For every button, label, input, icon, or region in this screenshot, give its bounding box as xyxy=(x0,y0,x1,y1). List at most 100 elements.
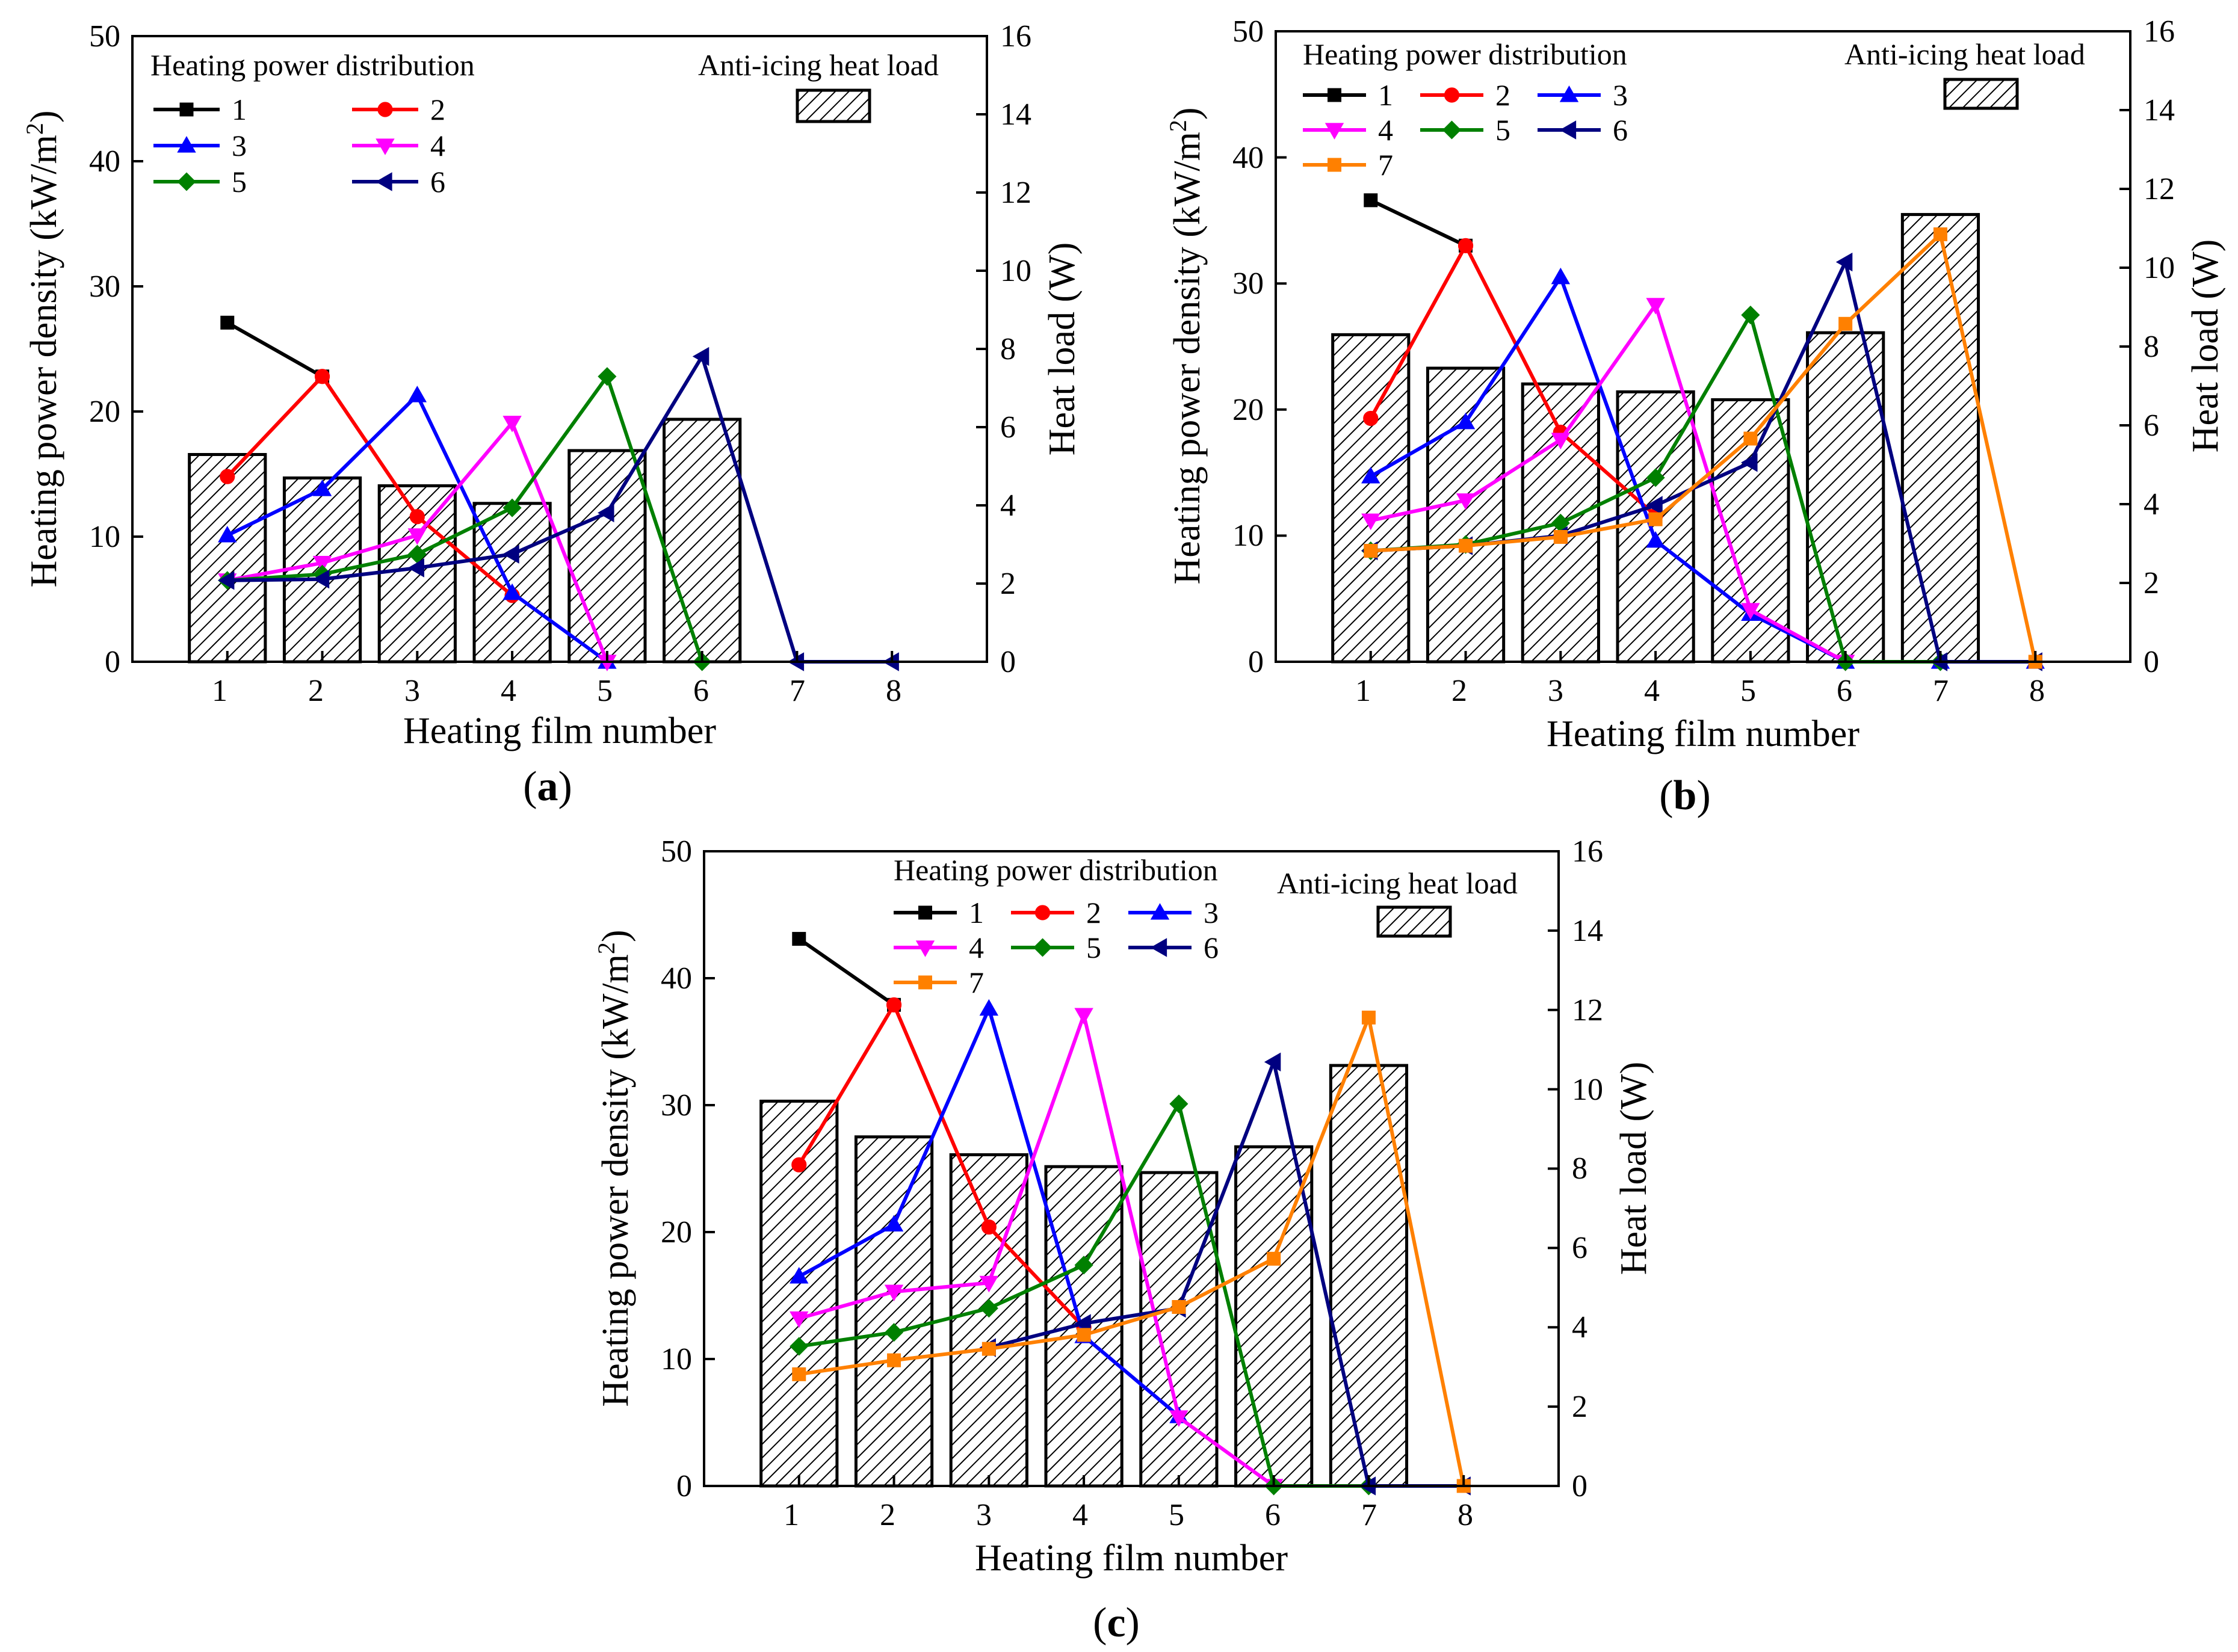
x-tick-label: 1 xyxy=(1355,674,1371,708)
x-tick-label: 1 xyxy=(212,674,227,708)
series-6-point xyxy=(502,544,519,564)
series-7-point xyxy=(1172,1299,1186,1314)
y2-tick-label: 4 xyxy=(2144,487,2159,522)
panel-label-letter: a xyxy=(537,763,558,810)
series-7-point xyxy=(1361,1010,1376,1025)
series-2-point xyxy=(981,1219,997,1235)
y2-tick-label: 8 xyxy=(1572,1151,1587,1186)
series-2-point xyxy=(220,469,235,484)
legend-label-2: 2 xyxy=(1086,896,1101,929)
y-axis-title: Heating power density (kW/m2) xyxy=(1164,107,1208,584)
x-axis-title: Heating film number xyxy=(1547,714,1859,754)
legend-label-6: 6 xyxy=(1613,113,1628,147)
bar-legend-label: Anti-icing heat load xyxy=(698,48,939,82)
legend-marker-6 xyxy=(1150,938,1167,957)
x-tick-label: 3 xyxy=(404,674,420,708)
series-5-point xyxy=(1646,468,1665,487)
y-axis-title-main: Heating power density (kW/m xyxy=(23,135,64,587)
series-5-point xyxy=(598,367,617,386)
series-4-point xyxy=(979,1275,999,1293)
y-tick-label: 50 xyxy=(661,834,692,869)
series-line-7 xyxy=(799,1016,1466,1487)
series-7-point xyxy=(1933,227,1947,241)
series-line-4 xyxy=(798,1013,1275,1488)
panel-label-close: ) xyxy=(558,763,572,810)
panel-label-close: ) xyxy=(1696,772,1710,819)
y2-tick-label: 8 xyxy=(1000,332,1016,366)
series-4-point xyxy=(1074,1008,1093,1025)
legend-marker-3 xyxy=(1150,903,1170,920)
x-tick-label: 2 xyxy=(880,1498,895,1532)
y-tick-label: 30 xyxy=(661,1088,692,1123)
x-tick-label: 7 xyxy=(1933,674,1949,708)
y-axis-right: 0 2 4 6 8 10 12 14 16 xyxy=(2144,14,2175,679)
y2-tick-label: 16 xyxy=(1572,834,1603,869)
x-tick-label: 6 xyxy=(693,674,709,708)
y-tick-label: 10 xyxy=(1232,519,1264,553)
legend-label-3: 3 xyxy=(1204,896,1219,929)
y2-tick-label: 6 xyxy=(2144,408,2159,443)
series-4-point xyxy=(312,556,332,573)
legend-marker-3 xyxy=(1559,85,1579,102)
y-axis-title-close: ) xyxy=(1167,107,1208,120)
legend-label-5: 5 xyxy=(1495,113,1510,147)
y-axis-title: Heating power density (kW/m2) xyxy=(21,110,64,587)
legend-label-5: 5 xyxy=(232,165,247,199)
series-line-6 xyxy=(227,354,892,664)
series-4-point xyxy=(1169,1410,1189,1427)
legend-label-7: 7 xyxy=(1378,148,1393,182)
y-axis-title-main: Heating power density (kW/m xyxy=(1167,132,1208,584)
legend-marker-6 xyxy=(1559,120,1577,140)
x-tick-label: 3 xyxy=(976,1498,992,1532)
series-5-point xyxy=(884,1323,904,1342)
y-tick-label: 10 xyxy=(661,1342,692,1376)
y2-tick-label: 14 xyxy=(1572,914,1603,948)
legend-marker-1 xyxy=(918,905,932,920)
x-axis-title: Heating film number xyxy=(975,1538,1288,1579)
series-3-point xyxy=(407,386,427,402)
legend-label-1: 1 xyxy=(232,93,247,126)
series-7-point xyxy=(1648,512,1663,526)
series-5-point xyxy=(1169,1094,1189,1114)
series-2-point xyxy=(791,1157,807,1173)
y2-tick-label: 10 xyxy=(1572,1073,1603,1107)
y-tick-label: 40 xyxy=(89,144,120,179)
series-7-point xyxy=(1267,1251,1281,1266)
series-1-point xyxy=(792,932,806,946)
y2-tick-label: 12 xyxy=(1572,993,1603,1028)
panel-label-open: ( xyxy=(1659,772,1673,819)
series-7-point xyxy=(1838,316,1853,331)
y-axis-title-sup: 2 xyxy=(21,123,48,135)
series-4-point xyxy=(1646,298,1665,315)
heat-load-bar xyxy=(472,502,552,664)
series-7-point xyxy=(1077,1328,1091,1342)
heat-load-bar xyxy=(188,453,267,664)
y2-tick-label: 2 xyxy=(1572,1390,1587,1424)
x-tick-label: 2 xyxy=(308,674,324,708)
series-7-point xyxy=(1743,431,1758,446)
panel-label-letter: c xyxy=(1107,1600,1125,1646)
legend-marker-5 xyxy=(1033,938,1053,957)
x-tick-label: 5 xyxy=(1169,1498,1184,1532)
series-6-point xyxy=(1741,453,1758,472)
legend-label-4: 4 xyxy=(430,129,445,162)
x-tick-label: 8 xyxy=(1457,1498,1473,1532)
legend-marker-2 xyxy=(1444,87,1460,103)
bar-legend-swatch xyxy=(796,88,871,123)
series-6-point xyxy=(598,503,614,523)
x-axis: 1 2 3 4 5 6 7 8 xyxy=(784,1498,1473,1532)
heat-load-bar xyxy=(1139,1171,1219,1488)
legend-label-4: 4 xyxy=(1378,113,1393,147)
y-axis-title-close: ) xyxy=(23,110,64,123)
x-tick-label: 4 xyxy=(501,674,516,708)
legend-label-5: 5 xyxy=(1086,931,1101,964)
y-tick-label: 30 xyxy=(1232,267,1264,301)
y-tick-label: 40 xyxy=(661,961,692,996)
legend-title: Heating power distribution xyxy=(1303,37,1627,71)
series-7-point xyxy=(1553,529,1568,544)
y2-tick-label: 14 xyxy=(1000,97,1031,132)
legend: Heating power distribution Anti-icing he… xyxy=(1303,37,2085,182)
x-tick-label: 7 xyxy=(1361,1498,1377,1532)
series-5-point xyxy=(1074,1256,1093,1275)
y-tick-label: 20 xyxy=(89,395,120,429)
